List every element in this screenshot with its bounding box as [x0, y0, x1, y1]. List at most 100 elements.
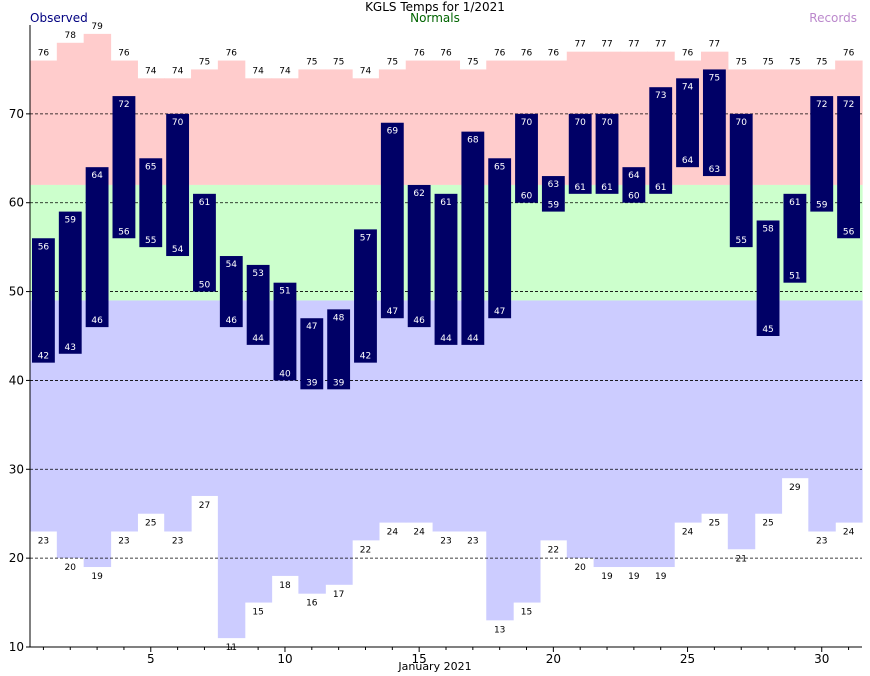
observed-high-label: 75: [709, 73, 720, 83]
y-tick-label: 20: [9, 551, 24, 565]
record-high-label: 76: [494, 49, 506, 59]
observed-high-label: 68: [467, 136, 479, 146]
observed-bar: [112, 96, 136, 239]
record-low-label: 23: [38, 536, 49, 546]
observed-high-label: 64: [628, 171, 640, 181]
normal-band: [674, 184, 702, 301]
observed-low-label: 55: [145, 236, 156, 246]
record-low-label: 23: [172, 536, 183, 546]
observed-bar: [193, 193, 216, 292]
record-high-label: 76: [440, 49, 452, 59]
observed-low-label: 59: [548, 201, 560, 211]
record-low-band: [835, 300, 863, 523]
record-low-band: [700, 300, 729, 514]
record-low-label: 25: [709, 519, 720, 529]
record-low-label: 19: [601, 572, 613, 582]
record-high-label: 74: [145, 66, 157, 76]
record-high-label: 75: [735, 57, 746, 67]
observed-high-label: 74: [682, 82, 694, 92]
record-low-label: 20: [65, 563, 77, 573]
observed-low-label: 39: [306, 378, 318, 388]
record-low-label: 23: [816, 536, 827, 546]
observed-low-label: 61: [574, 183, 585, 193]
record-high-label: 74: [360, 66, 372, 76]
y-tick-label: 40: [9, 373, 24, 387]
record-low-band: [566, 300, 595, 559]
observed-bar: [676, 78, 699, 168]
observed-bar: [541, 176, 565, 212]
observed-high-label: 65: [145, 162, 156, 172]
record-low-label: 25: [145, 519, 156, 529]
record-high-label: 77: [601, 40, 612, 50]
observed-low-label: 60: [628, 192, 640, 202]
record-high-label: 77: [628, 40, 639, 50]
record-low-label: 21: [735, 554, 746, 564]
observed-bar: [783, 193, 807, 283]
observed-low-label: 50: [199, 281, 211, 291]
observed-bars-layer: [32, 69, 860, 390]
record-high-label: 74: [252, 66, 264, 76]
record-low-band: [620, 300, 648, 568]
observed-bar: [273, 282, 297, 381]
record-low-label: 27: [199, 501, 210, 511]
y-tick-label: 50: [9, 285, 24, 299]
observed-low-label: 51: [789, 272, 800, 282]
record-low-band: [808, 300, 836, 532]
observed-high-label: 70: [521, 118, 533, 128]
observed-bar: [702, 69, 726, 177]
record-high-label: 77: [655, 40, 666, 50]
observed-low-label: 42: [38, 352, 49, 362]
record-high-label: 79: [91, 22, 103, 32]
record-high-band: [298, 69, 326, 185]
observed-bar: [729, 113, 753, 248]
observed-low-label: 61: [601, 183, 612, 193]
axes-layer: 10 20 30 40 50 60 70 5 10 15 20 25 30: [9, 25, 862, 666]
record-high-band: [217, 60, 246, 185]
legend-normals: Normals: [410, 11, 460, 25]
record-low-label: 23: [440, 536, 451, 546]
record-low-band: [539, 300, 568, 541]
record-high-band: [539, 60, 568, 185]
observed-high-label: 58: [762, 224, 774, 234]
observed-high-label: 72: [118, 100, 129, 110]
normal-band: [593, 184, 622, 301]
observed-low-label: 47: [387, 307, 398, 317]
observed-high-label: 62: [413, 189, 424, 199]
observed-high-label: 70: [172, 118, 184, 128]
record-low-label: 19: [628, 572, 640, 582]
observed-bar: [837, 96, 860, 239]
record-high-band: [781, 69, 809, 185]
record-low-label: 20: [574, 563, 586, 573]
observed-high-label: 53: [252, 269, 263, 279]
normal-band: [271, 184, 299, 301]
observed-high-label: 64: [91, 171, 103, 181]
observed-low-label: 55: [735, 236, 746, 246]
legend-observed: Observed: [30, 11, 88, 25]
observed-high-label: 70: [601, 118, 613, 128]
record-high-label: 75: [789, 57, 800, 67]
record-low-band: [674, 300, 702, 523]
observed-bar: [300, 318, 324, 390]
record-low-label: 22: [548, 545, 559, 555]
observed-low-label: 45: [762, 325, 773, 335]
observed-high-label: 51: [279, 287, 290, 297]
record-high-label: 76: [118, 49, 130, 59]
observed-bar: [85, 167, 109, 328]
record-low-label: 24: [387, 528, 399, 538]
record-high-label: 75: [387, 57, 398, 67]
observed-bar: [139, 158, 163, 248]
observed-low-label: 44: [440, 334, 452, 344]
record-high-band: [271, 78, 299, 185]
observed-high-label: 70: [735, 118, 747, 128]
record-low-label: 22: [360, 545, 371, 555]
observed-high-label: 48: [333, 313, 345, 323]
record-low-label: 17: [333, 590, 344, 600]
observed-low-label: 39: [333, 378, 345, 388]
x-tick-label: 5: [147, 652, 155, 666]
record-high-band: [191, 69, 219, 185]
observed-low-label: 56: [118, 227, 130, 237]
observed-low-label: 54: [172, 245, 184, 255]
x-tick-label: 30: [814, 652, 829, 666]
record-high-label: 76: [226, 49, 238, 59]
record-low-label: 29: [789, 483, 801, 493]
